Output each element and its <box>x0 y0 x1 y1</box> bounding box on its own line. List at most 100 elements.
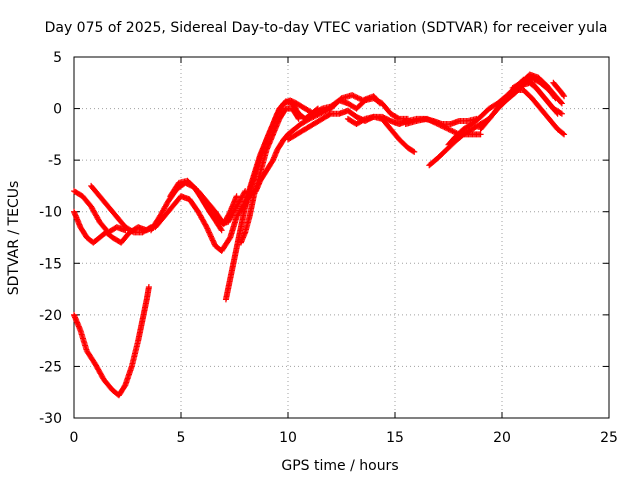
data-point <box>204 225 211 232</box>
x-axis-label: GPS time / hours <box>281 458 398 474</box>
data-point <box>561 131 568 138</box>
x-tick-label: 10 <box>279 430 297 446</box>
data-point <box>441 124 448 131</box>
data-point <box>209 236 216 243</box>
data-point <box>426 117 433 124</box>
data-point <box>129 228 136 235</box>
data-point <box>208 234 215 241</box>
y-tick-label: -25 <box>39 359 62 375</box>
data-point <box>202 222 209 229</box>
data-point <box>307 115 314 122</box>
data-point <box>430 119 437 126</box>
data-point <box>318 110 325 117</box>
data-point <box>295 115 302 122</box>
data-point <box>233 193 240 200</box>
data-point <box>309 114 316 121</box>
data-point <box>315 111 322 118</box>
data-point <box>319 109 326 116</box>
data-point <box>410 148 417 155</box>
data-point <box>450 128 457 135</box>
data-point <box>145 284 152 291</box>
data-point <box>445 126 452 133</box>
y-tick-label: -5 <box>48 153 62 169</box>
data-points <box>71 71 568 399</box>
data-point <box>424 115 431 122</box>
data-point <box>351 93 358 100</box>
data-point <box>349 92 356 99</box>
data-point <box>206 230 213 237</box>
chart-title: Day 075 of 2025, Sidereal Day-to-day VTE… <box>45 20 608 36</box>
y-axis-ticks: -30 -25 -20 -15 -10 -5 0 5 <box>39 50 609 427</box>
data-point <box>376 99 383 106</box>
y-tick-label: -15 <box>39 256 62 272</box>
data-point <box>560 92 567 99</box>
y-tick-label: -20 <box>39 308 62 324</box>
data-point <box>449 128 456 135</box>
data-point <box>436 121 443 128</box>
data-point <box>294 114 301 121</box>
data-point <box>350 92 357 99</box>
data-point <box>433 120 440 127</box>
data-point <box>210 238 217 245</box>
data-point <box>553 109 560 116</box>
y-tick-label: -30 <box>39 411 62 427</box>
data-point <box>205 228 212 235</box>
data-point <box>310 113 317 120</box>
series-arc-10 <box>237 105 302 246</box>
data-point <box>314 112 321 119</box>
data-point <box>317 110 324 117</box>
y-tick-label: -10 <box>39 205 62 221</box>
plot-frame <box>73 56 610 419</box>
data-point <box>306 115 313 122</box>
series-arc-3 <box>71 188 129 236</box>
data-point <box>425 116 432 123</box>
data-point <box>429 118 436 125</box>
data-point <box>558 100 565 107</box>
data-point <box>437 122 444 129</box>
data-point <box>355 95 362 102</box>
data-point <box>551 94 558 101</box>
data-point <box>207 232 214 239</box>
y-tick-label: 0 <box>53 102 62 118</box>
data-point <box>428 117 435 124</box>
data-point <box>354 94 361 101</box>
data-point <box>204 226 211 233</box>
data-point <box>448 127 455 134</box>
data-point <box>206 229 213 236</box>
data-point <box>377 100 384 107</box>
data-point <box>559 130 566 137</box>
data-point <box>446 126 453 133</box>
data-point <box>209 237 216 244</box>
data-point <box>440 123 447 130</box>
data-point <box>432 119 439 126</box>
data-point <box>561 93 568 100</box>
data-point <box>217 226 224 233</box>
series-arc-12 <box>252 92 384 195</box>
data-point <box>326 111 333 118</box>
series-arc-21 <box>550 79 568 100</box>
data-point <box>323 107 330 114</box>
data-point <box>211 240 218 247</box>
data-point <box>321 108 328 115</box>
series-arc-20 <box>520 74 559 102</box>
data-point <box>353 94 360 101</box>
data-point <box>434 121 441 128</box>
data-point <box>552 95 559 102</box>
x-tick-label: 15 <box>386 430 404 446</box>
x-axis-ticks: 0 5 10 15 20 25 <box>70 57 618 446</box>
data-point <box>311 113 318 120</box>
data-point <box>442 124 449 131</box>
x-tick-label: 25 <box>600 430 618 446</box>
series-arc-4 <box>88 182 155 236</box>
data-point <box>558 99 565 106</box>
x-tick-label: 0 <box>70 430 79 446</box>
series-arc-8 <box>195 188 240 228</box>
data-point <box>477 131 484 138</box>
x-tick-label: 5 <box>177 430 186 446</box>
data-point <box>357 96 364 103</box>
series-arc-1 <box>71 284 152 399</box>
y-axis-label: SDTVAR / TECUs <box>6 181 22 296</box>
data-point <box>438 122 445 129</box>
x-tick-label: 20 <box>493 430 511 446</box>
